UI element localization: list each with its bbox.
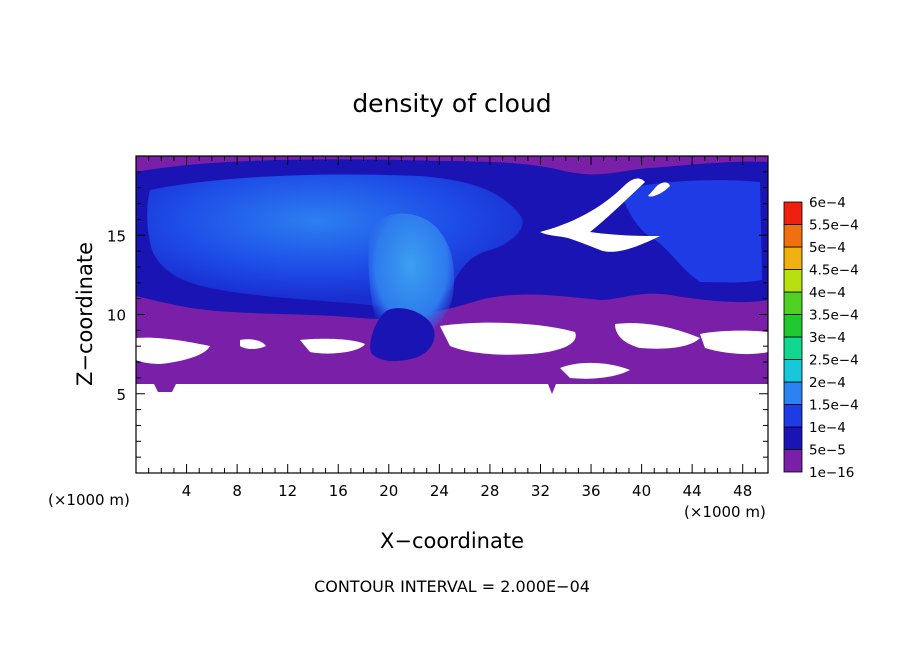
x-unit-label: (×1000 m) xyxy=(684,503,766,521)
x-tick-label: 36 xyxy=(581,482,600,500)
y-tick-label: 5 xyxy=(116,386,126,404)
anvil-blue-right xyxy=(620,180,762,283)
colorbar-level-label: 4e−4 xyxy=(809,285,846,301)
colorbar-swatch xyxy=(783,449,803,473)
y-unit-label: (×1000 m) xyxy=(48,491,130,509)
y-tick-label: 15 xyxy=(107,227,126,245)
colorbar-level-label: 5.5e−4 xyxy=(809,218,859,234)
colorbar-swatch xyxy=(783,291,803,315)
clear-air-below-base xyxy=(136,384,768,473)
x-tick-label: 32 xyxy=(531,482,550,500)
y-axis-ticks: 5 10 15 xyxy=(107,171,768,458)
colorbar-swatch xyxy=(783,314,803,338)
chart-title: density of cloud xyxy=(352,89,551,118)
clear-air-intrusion xyxy=(540,178,660,252)
x-tick-label: 40 xyxy=(632,482,651,500)
colorbar-swatch xyxy=(783,269,803,293)
colorbar-swatch xyxy=(783,224,803,248)
y-tick-label: 10 xyxy=(107,307,126,325)
x-tick-label: 4 xyxy=(182,482,192,500)
colorbar-swatch xyxy=(783,359,803,383)
colorbar-level-label: 2.5e−4 xyxy=(809,353,859,369)
colorbar-swatch xyxy=(783,246,803,270)
x-tick-label: 12 xyxy=(278,482,297,500)
colorbar-level-label: 5e−4 xyxy=(809,240,846,256)
colorbar-level-label: 6e−4 xyxy=(809,195,846,211)
x-axis-label: X−coordinate xyxy=(380,529,524,553)
colorbar-level-label: 4.5e−4 xyxy=(809,263,859,279)
colorbar-level-label: 1e−16 xyxy=(809,465,854,481)
x-tick-label: 16 xyxy=(329,482,348,500)
contour-interval-note: CONTOUR INTERVAL = 2.000E−04 xyxy=(314,577,590,596)
colorbar-level-label: 2e−4 xyxy=(809,375,846,391)
colorbar-swatch xyxy=(783,201,803,225)
x-tick-label: 20 xyxy=(379,482,398,500)
x-tick-label: 44 xyxy=(683,482,702,500)
colorbar-swatch xyxy=(783,404,803,428)
colorbar: 1e−16 5e−5 1e−4 1.5e−4 2e−4 2.5e−4 3e−4 3.5e−4 4… xyxy=(783,195,859,481)
colorbar-level-label: 3e−4 xyxy=(809,330,846,346)
clear-air-pockets xyxy=(136,322,768,379)
y-axis-label: Z−coordinate xyxy=(73,242,97,386)
updraft-stem xyxy=(370,308,435,362)
x-axis-ticks: 4 8 12 16 20 24 28 32 36 40 44 48 xyxy=(148,156,756,500)
colorbar-level-label: 1.5e−4 xyxy=(809,398,859,414)
x-tick-label: 8 xyxy=(232,482,242,500)
colorbar-swatch xyxy=(783,336,803,360)
colorbar-swatch xyxy=(783,426,803,450)
x-tick-label: 28 xyxy=(480,482,499,500)
contour-field xyxy=(136,156,768,473)
colorbar-level-label: 1e−4 xyxy=(809,420,846,436)
colorbar-level-label: 5e−5 xyxy=(809,443,846,459)
x-tick-label: 48 xyxy=(733,482,752,500)
colorbar-level-label: 3.5e−4 xyxy=(809,308,859,324)
colorbar-swatch xyxy=(783,381,803,405)
x-tick-label: 24 xyxy=(430,482,449,500)
